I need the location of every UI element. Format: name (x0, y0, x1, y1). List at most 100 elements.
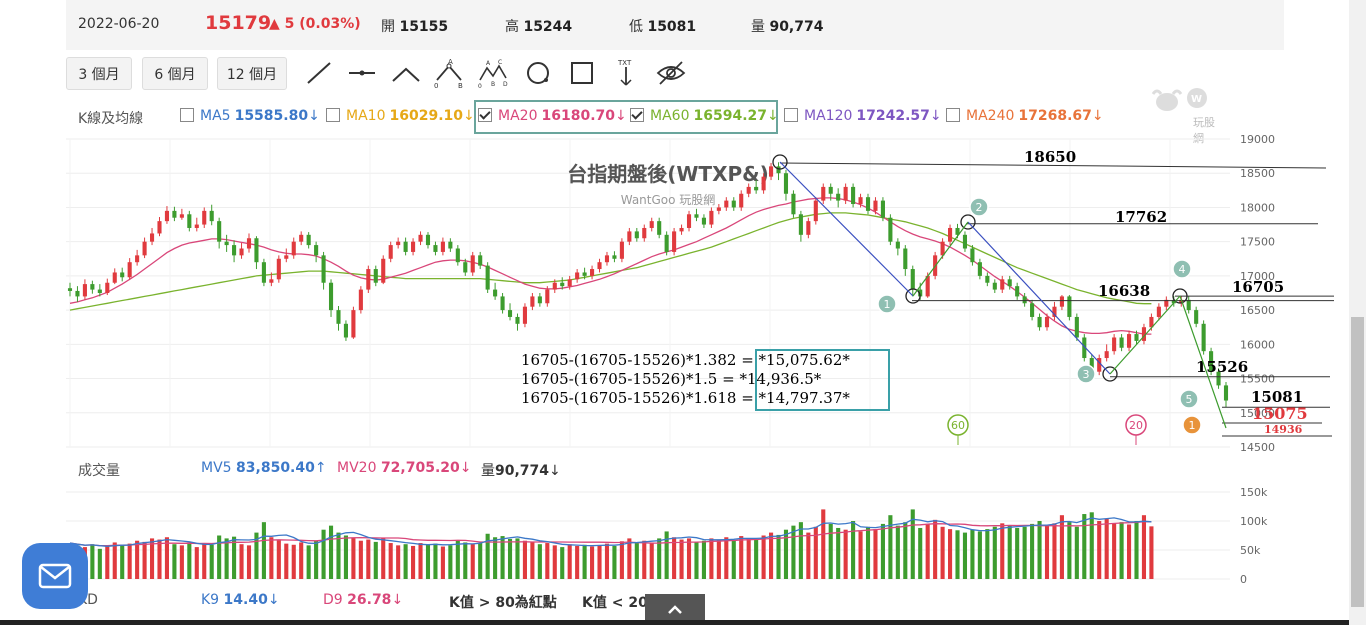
ma-highlight-box (474, 100, 778, 134)
volume-bar (1015, 527, 1020, 579)
volume-bar (440, 546, 445, 579)
vol-name: 量 (481, 463, 495, 479)
candle-body (1223, 385, 1229, 401)
text-tool-icon[interactable]: TXT (610, 58, 642, 88)
circle-tool-icon[interactable] (522, 58, 554, 88)
abcd-pattern-icon[interactable]: A C 0 B D (477, 58, 509, 88)
line-tool-icon[interactable] (303, 58, 335, 88)
candle-body (642, 227, 647, 239)
volume-bar (1052, 523, 1057, 579)
ma-checkbox-ma120[interactable] (784, 108, 798, 122)
candle-body (493, 289, 498, 297)
candle-body (388, 245, 393, 259)
ma-arrow-ma60: ↓ (767, 108, 779, 124)
candle-body (112, 272, 117, 283)
volume-bar (314, 540, 319, 579)
contact-button[interactable] (22, 543, 88, 609)
volume-bar (634, 543, 639, 579)
ma-toggle-ma20[interactable]: MA20 16180.70↓ (478, 108, 627, 124)
ma-checkbox-ma10[interactable] (326, 108, 340, 122)
volume-bar (157, 539, 162, 579)
volume-bar (448, 545, 453, 579)
volume-bar (1126, 524, 1132, 579)
volume-tick-label: 150k (1240, 486, 1268, 499)
volume-bar (90, 544, 95, 579)
range-12m-button[interactable]: 12 個月 (217, 57, 287, 90)
angle-tool-icon[interactable] (390, 58, 422, 88)
rectangle-tool-icon[interactable] (566, 58, 598, 88)
range-6m-button[interactable]: 6 個月 (142, 57, 208, 90)
pivot-circle (905, 288, 921, 304)
candle-body (448, 241, 453, 249)
mv20-legend: MV20 72,705.20↓ (337, 460, 472, 476)
candle-body (776, 166, 781, 174)
ma-marker-label: 20 (1129, 419, 1143, 432)
last-price-tag: 15075 (1252, 404, 1308, 423)
volume-bar (1007, 525, 1012, 579)
volume-bar (597, 545, 602, 579)
volume-bar (493, 537, 498, 579)
bull-logo-icon: W (1151, 88, 1207, 111)
candle-body (560, 282, 565, 287)
ma-checkbox-ma5[interactable] (180, 108, 194, 122)
ma-checkbox-ma240[interactable] (946, 108, 960, 122)
ma60-line (69, 212, 1152, 311)
volume-bar (112, 542, 117, 579)
volume-bar (694, 541, 699, 579)
ma-marker-label: 60 (951, 419, 965, 432)
ma-name-ma240: MA240 (966, 108, 1015, 124)
formula-3-right: = *14,797.37* (741, 389, 850, 407)
ma-toggle-ma5[interactable]: MA5 15585.80↓ (180, 108, 320, 124)
volume-bar (127, 543, 132, 579)
wave-marker-b (1182, 415, 1202, 435)
ma-checkbox-ma60[interactable] (630, 108, 644, 122)
wave-marker-b-label: 1 (1189, 419, 1196, 432)
candle-body (411, 241, 416, 252)
collapse-panel-button[interactable] (645, 594, 705, 625)
candle-body (373, 269, 378, 283)
ma-toggle-ma60[interactable]: MA60 16594.27↓ (630, 108, 779, 124)
volume-bar (507, 538, 513, 579)
candle-body (567, 279, 572, 287)
volume-bar (187, 542, 192, 579)
ma-toggle-ma10[interactable]: MA10 16029.10↓ (326, 108, 475, 124)
abc-pattern-icon[interactable]: A 0 B (433, 58, 465, 88)
volume-bar (888, 515, 893, 579)
abcd-a-letter: A (486, 60, 491, 67)
formula-2-left: 16705-(16705-15526)*1.5 (521, 370, 718, 388)
level-line-18650 (779, 162, 1327, 169)
wave-marker-4 (1172, 259, 1192, 279)
abc-b-letter: B (458, 82, 463, 88)
horizontal-line-tool-icon[interactable] (346, 58, 378, 88)
ma-toggle-ma120[interactable]: MA120 17242.57↓ (784, 108, 942, 124)
candle-body (224, 241, 229, 246)
ma-checkbox-ma20[interactable] (478, 108, 492, 122)
mv20-name: MV20 (337, 460, 377, 476)
ma-toggle-ma240[interactable]: MA240 17268.67↓ (946, 108, 1104, 124)
wave-line-5 (1179, 295, 1227, 429)
range-3m-button[interactable]: 3 個月 (66, 57, 132, 90)
candle-body (940, 241, 945, 256)
ma-name-ma10: MA10 (346, 108, 386, 124)
candle-body (1209, 351, 1214, 372)
candle-body (552, 282, 557, 290)
volume-bar (418, 543, 423, 579)
d9-name: D9 (323, 592, 343, 608)
scrollbar-thumb[interactable] (1351, 317, 1364, 607)
candle-body (590, 269, 595, 276)
candle-body (1119, 337, 1124, 348)
volume-bar (1044, 525, 1050, 579)
level-label-16705: 16705 (1232, 278, 1284, 296)
price-chart: 19000 18500 18000 17500 17000 16500 16000 15500… (66, 133, 1334, 586)
volume-bar (619, 541, 624, 579)
candle-body (918, 289, 923, 297)
candle-body (164, 210, 170, 222)
low-value: 15081 (647, 19, 697, 35)
hide-icon[interactable] (655, 58, 687, 88)
vol-legend: 量90,774↓ (481, 460, 561, 480)
candle-body (1044, 316, 1050, 328)
candle-body (619, 241, 624, 259)
level-label-17762: 17762 (1115, 208, 1167, 226)
candle-body (179, 214, 184, 218)
candle-body (172, 210, 177, 218)
